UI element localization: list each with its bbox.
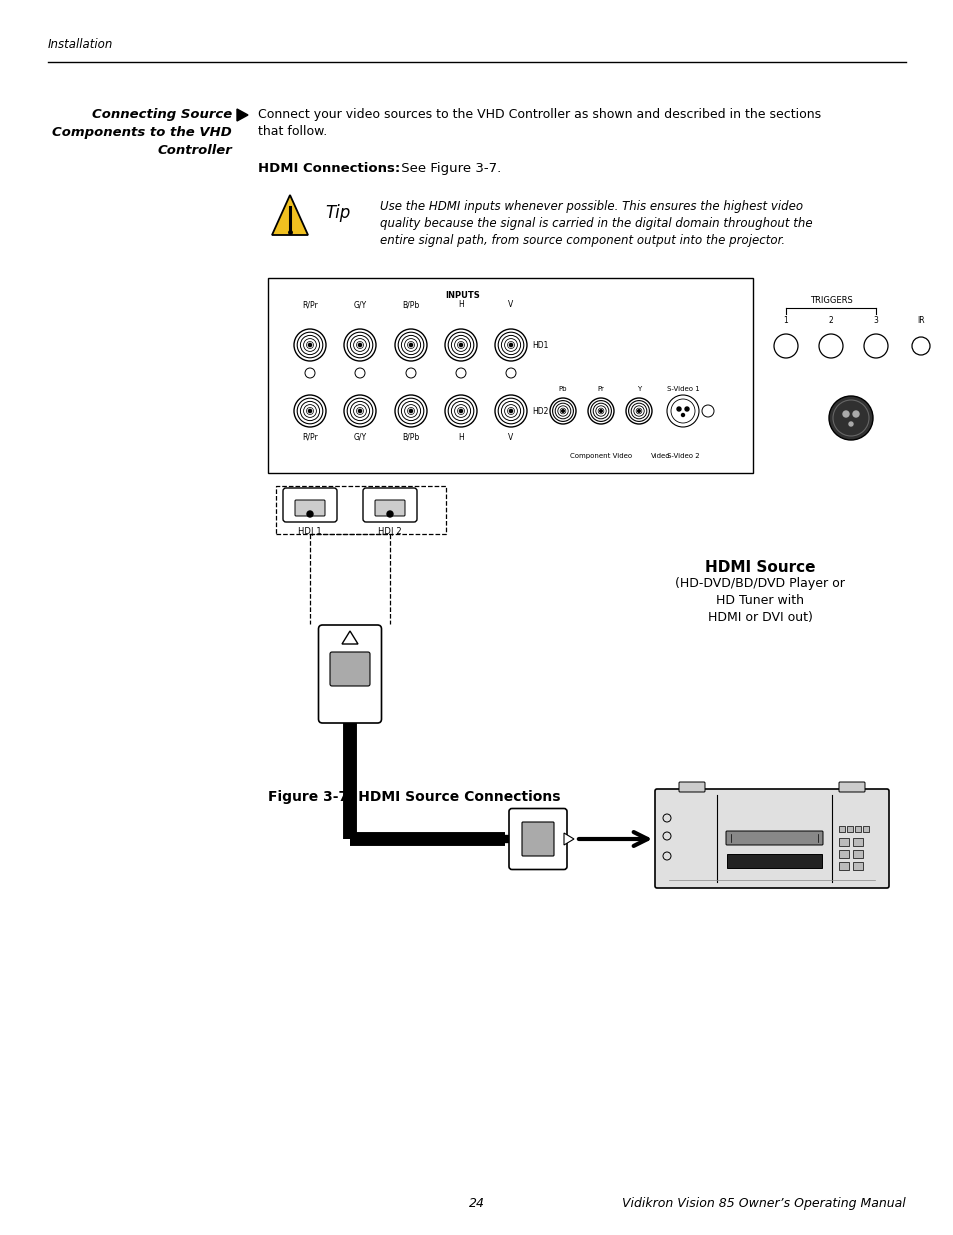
Text: 24: 24: [469, 1197, 484, 1210]
Text: HD2: HD2: [532, 406, 548, 415]
Text: entire signal path, from source component output into the projector.: entire signal path, from source componen…: [379, 233, 784, 247]
FancyBboxPatch shape: [838, 862, 848, 869]
Text: H: H: [457, 300, 463, 309]
Polygon shape: [272, 195, 308, 235]
Text: Connecting Source: Connecting Source: [91, 107, 232, 121]
Text: quality because the signal is carried in the digital domain throughout the: quality because the signal is carried in…: [379, 217, 812, 230]
FancyBboxPatch shape: [268, 278, 752, 473]
Text: Pr: Pr: [597, 387, 604, 391]
Circle shape: [358, 409, 361, 412]
Text: Component Video: Component Video: [569, 453, 632, 459]
Circle shape: [842, 411, 848, 417]
FancyBboxPatch shape: [521, 823, 554, 856]
Circle shape: [459, 409, 462, 412]
Text: Figure 3-7. HDMI Source Connections: Figure 3-7. HDMI Source Connections: [268, 790, 560, 804]
Text: See Figure 3-7.: See Figure 3-7.: [396, 162, 500, 175]
Text: that follow.: that follow.: [257, 125, 327, 138]
Text: TRIGGERS: TRIGGERS: [809, 296, 851, 305]
Text: G/Y: G/Y: [353, 433, 366, 442]
Text: H: H: [457, 433, 463, 442]
FancyBboxPatch shape: [854, 826, 861, 832]
Text: Connect your video sources to the VHD Controller as shown and described in the s: Connect your video sources to the VHD Co…: [257, 107, 821, 121]
FancyBboxPatch shape: [852, 850, 862, 858]
Circle shape: [387, 511, 393, 517]
FancyBboxPatch shape: [318, 625, 381, 722]
Text: HDMI Source: HDMI Source: [704, 559, 815, 576]
Text: Tip: Tip: [325, 204, 350, 222]
Text: IR: IR: [916, 316, 923, 325]
FancyBboxPatch shape: [294, 500, 325, 516]
FancyBboxPatch shape: [509, 809, 566, 869]
Text: B/Pb: B/Pb: [402, 433, 419, 442]
Text: HD Tuner with: HD Tuner with: [716, 594, 803, 606]
Text: Pb: Pb: [558, 387, 567, 391]
FancyBboxPatch shape: [852, 839, 862, 846]
Text: G/Y: G/Y: [353, 300, 366, 309]
Text: V: V: [508, 433, 513, 442]
Circle shape: [561, 410, 564, 412]
FancyBboxPatch shape: [726, 853, 821, 868]
Text: INPUTS: INPUTS: [445, 291, 480, 300]
Text: HD| 2: HD| 2: [377, 527, 401, 536]
Text: Installation: Installation: [48, 38, 113, 51]
FancyBboxPatch shape: [725, 831, 822, 845]
Text: HDMI or DVI out): HDMI or DVI out): [707, 611, 812, 624]
Text: Use the HDMI inputs whenever possible. This ensures the highest video: Use the HDMI inputs whenever possible. T…: [379, 200, 802, 212]
Circle shape: [307, 511, 313, 517]
FancyBboxPatch shape: [375, 500, 405, 516]
FancyBboxPatch shape: [838, 782, 864, 792]
Text: (HD-DVD/BD/DVD Player or: (HD-DVD/BD/DVD Player or: [675, 577, 844, 590]
Circle shape: [599, 410, 601, 412]
Text: Components to the VHD: Components to the VHD: [52, 126, 232, 140]
Circle shape: [308, 409, 312, 412]
Text: Controller: Controller: [157, 144, 232, 157]
Circle shape: [637, 410, 639, 412]
Circle shape: [509, 409, 512, 412]
Text: B/Pb: B/Pb: [402, 300, 419, 309]
Circle shape: [680, 414, 684, 416]
Text: HD1: HD1: [532, 341, 548, 350]
Circle shape: [358, 343, 361, 347]
Circle shape: [848, 422, 852, 426]
Circle shape: [852, 411, 858, 417]
Circle shape: [677, 408, 680, 411]
Text: HD| 1: HD| 1: [298, 527, 321, 536]
FancyBboxPatch shape: [655, 789, 888, 888]
Text: 1: 1: [782, 316, 787, 325]
Circle shape: [308, 343, 312, 347]
Polygon shape: [236, 109, 248, 121]
Polygon shape: [341, 631, 357, 643]
Text: R/Pr: R/Pr: [302, 300, 317, 309]
FancyBboxPatch shape: [852, 862, 862, 869]
FancyBboxPatch shape: [862, 826, 868, 832]
Text: V: V: [508, 300, 513, 309]
FancyBboxPatch shape: [838, 826, 844, 832]
Circle shape: [684, 408, 688, 411]
Text: S-Video 1: S-Video 1: [666, 387, 699, 391]
Circle shape: [509, 343, 512, 347]
Text: 2: 2: [828, 316, 833, 325]
Circle shape: [459, 343, 462, 347]
FancyBboxPatch shape: [679, 782, 704, 792]
Text: 3: 3: [873, 316, 878, 325]
Text: HDMI Connections:: HDMI Connections:: [257, 162, 400, 175]
Polygon shape: [563, 832, 574, 845]
Circle shape: [828, 396, 872, 440]
Text: Vidikron Vision 85 Owner’s Operating Manual: Vidikron Vision 85 Owner’s Operating Man…: [621, 1197, 905, 1210]
Text: S-Video 2: S-Video 2: [666, 453, 699, 459]
FancyBboxPatch shape: [330, 652, 370, 685]
Text: Video: Video: [651, 453, 670, 459]
FancyBboxPatch shape: [363, 488, 416, 522]
FancyBboxPatch shape: [283, 488, 336, 522]
FancyBboxPatch shape: [846, 826, 852, 832]
Circle shape: [409, 409, 412, 412]
Text: R/Pr: R/Pr: [302, 433, 317, 442]
FancyBboxPatch shape: [838, 839, 848, 846]
Circle shape: [409, 343, 412, 347]
Text: Y: Y: [637, 387, 640, 391]
FancyBboxPatch shape: [838, 850, 848, 858]
